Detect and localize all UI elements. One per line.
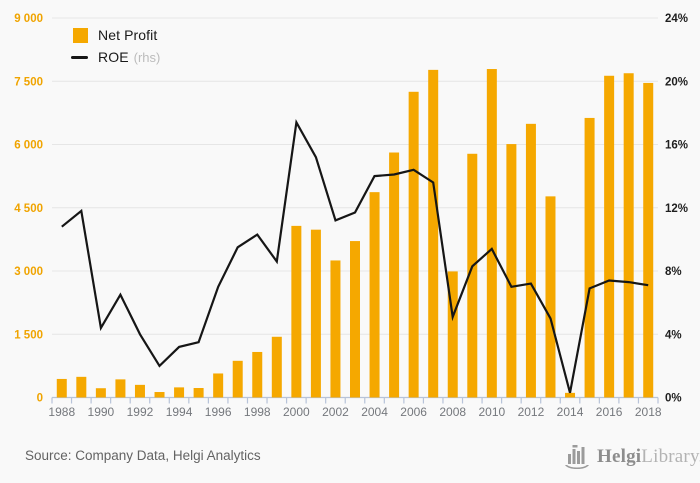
net-profit-swatch-icon (73, 27, 88, 43)
bar-1989 (76, 376, 87, 398)
bar-2016 (604, 75, 615, 398)
bar-1992 (134, 384, 145, 398)
y-axis-label-left: 6 000 (14, 140, 43, 152)
logo-text-light: Library. (641, 446, 700, 467)
bar-1999 (271, 336, 282, 398)
y-axis-label-left: 7 500 (14, 76, 43, 88)
bar-2001 (310, 229, 321, 398)
x-axis-label-2012: 2012 (518, 405, 545, 419)
bar-2014 (565, 392, 576, 398)
bar-2013 (545, 196, 556, 398)
x-axis-label-1998: 1998 (244, 405, 271, 419)
bar-2002 (330, 260, 341, 398)
y-axis-label-right: 0% (665, 393, 682, 405)
x-axis-label-2008: 2008 (439, 405, 466, 419)
y-axis-label-right: 16% (665, 140, 688, 152)
x-axis-label-1994: 1994 (166, 405, 193, 419)
x-axis-label-2018: 2018 (635, 405, 662, 419)
y-axis-label-left: 0 (37, 393, 43, 405)
bar-1988 (56, 378, 67, 398)
x-axis-label-2004: 2004 (361, 405, 388, 419)
bar-2017 (623, 73, 634, 398)
y-axis-label-right: 8% (665, 266, 682, 278)
source-text: Source: Company Data, Helgi Analytics (25, 448, 261, 463)
logo-text-bold: Helgi (597, 446, 642, 467)
bar-1993 (154, 392, 165, 398)
bar-2011 (506, 144, 517, 398)
bar-2018 (643, 82, 654, 398)
y-axis-label-left: 3 000 (14, 266, 43, 278)
legend: Net Profit ROE (rhs) (64, 24, 160, 68)
bar-2015 (584, 117, 595, 398)
roe-line-swatch-icon (71, 55, 88, 59)
bar-2009 (467, 153, 478, 398)
bar-1990 (95, 388, 106, 398)
legend-label-net-profit: Net Profit (98, 27, 158, 43)
x-axis-label-1990: 1990 (88, 405, 115, 419)
y-axis-label-right: 12% (665, 203, 688, 215)
x-axis-label-1996: 1996 (205, 405, 232, 419)
bar-1994 (174, 387, 185, 398)
bar-2010 (486, 69, 497, 398)
y-axis-label-left: 9 000 (14, 13, 43, 25)
x-axis-label-2016: 2016 (596, 405, 623, 419)
bar-2006 (408, 91, 419, 398)
y-axis-label-left: 1 500 (14, 329, 43, 341)
chart-area: 0 1 500 3 000 4 500 6 000 7 500 9 000 0% 4% 8% 12%… (14, 13, 688, 419)
x-axis-label-1992: 1992 (127, 405, 154, 419)
x-axis-label-2014: 2014 (557, 405, 584, 419)
chart-canvas: 0 1 500 3 000 4 500 6 000 7 500 9 000 0% 4% 8% 12%… (14, 13, 688, 419)
logo-text: HelgiLibrary. (597, 446, 700, 468)
x-axis-label-2002: 2002 (322, 405, 349, 419)
x-axis-label-2000: 2000 (283, 405, 310, 419)
y-axis-label-left: 4 500 (14, 203, 43, 215)
x-axis-label-2006: 2006 (400, 405, 427, 419)
y-axis-label-right: 4% (665, 329, 682, 341)
bar-1991 (115, 379, 126, 398)
roe-line (61, 119, 649, 394)
y-axis-label-right: 20% (665, 76, 688, 88)
bar-1997 (232, 360, 243, 398)
bar-2005 (389, 152, 400, 398)
legend-label-roe: ROE (98, 49, 129, 65)
bar-2003 (350, 241, 360, 398)
x-axis-label-2010: 2010 (478, 405, 505, 419)
legend-item-net-profit: Net Profit (64, 24, 160, 46)
legend-label-roe-suffix: (rhs) (133, 49, 161, 65)
x-axis-label-1988: 1988 (48, 405, 75, 419)
helgi-logo-icon (565, 445, 589, 469)
y-axis-label-right: 24% (665, 13, 688, 25)
bar-1998 (252, 351, 263, 398)
legend-item-roe: ROE (rhs) (64, 46, 160, 68)
bar-2007 (428, 69, 439, 398)
bar-2004 (369, 192, 380, 398)
bar-1996 (213, 373, 224, 398)
bar-1995 (193, 388, 204, 398)
bar-2008 (447, 271, 458, 398)
bar-2000 (291, 225, 302, 398)
helgi-library-logo: HelgiLibrary. (564, 442, 700, 472)
bar-2012 (525, 123, 536, 398)
